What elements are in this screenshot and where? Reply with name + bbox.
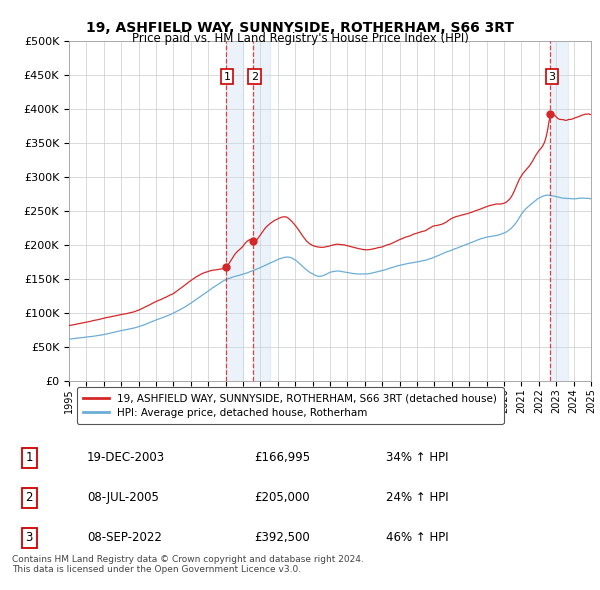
Text: 24% ↑ HPI: 24% ↑ HPI xyxy=(386,491,449,504)
Text: £205,000: £205,000 xyxy=(254,491,310,504)
Text: 1: 1 xyxy=(26,451,33,464)
Bar xyxy=(253,41,271,381)
Text: 08-SEP-2022: 08-SEP-2022 xyxy=(87,531,162,544)
Bar xyxy=(226,41,243,381)
Legend: 19, ASHFIELD WAY, SUNNYSIDE, ROTHERHAM, S66 3RT (detached house), HPI: Average p: 19, ASHFIELD WAY, SUNNYSIDE, ROTHERHAM, … xyxy=(77,387,503,424)
Text: 2: 2 xyxy=(26,491,33,504)
Text: Contains HM Land Registry data © Crown copyright and database right 2024.
This d: Contains HM Land Registry data © Crown c… xyxy=(12,555,364,574)
Text: 2: 2 xyxy=(251,71,258,81)
Text: 1: 1 xyxy=(223,71,230,81)
Text: 08-JUL-2005: 08-JUL-2005 xyxy=(87,491,159,504)
Text: 3: 3 xyxy=(26,531,33,544)
Text: 3: 3 xyxy=(548,71,556,81)
Text: Price paid vs. HM Land Registry's House Price Index (HPI): Price paid vs. HM Land Registry's House … xyxy=(131,32,469,45)
Text: 34% ↑ HPI: 34% ↑ HPI xyxy=(386,451,449,464)
Text: £392,500: £392,500 xyxy=(254,531,310,544)
Text: 19, ASHFIELD WAY, SUNNYSIDE, ROTHERHAM, S66 3RT: 19, ASHFIELD WAY, SUNNYSIDE, ROTHERHAM, … xyxy=(86,21,514,35)
Text: 46% ↑ HPI: 46% ↑ HPI xyxy=(386,531,449,544)
Text: 19-DEC-2003: 19-DEC-2003 xyxy=(87,451,165,464)
Bar xyxy=(550,41,568,381)
Text: £166,995: £166,995 xyxy=(254,451,310,464)
